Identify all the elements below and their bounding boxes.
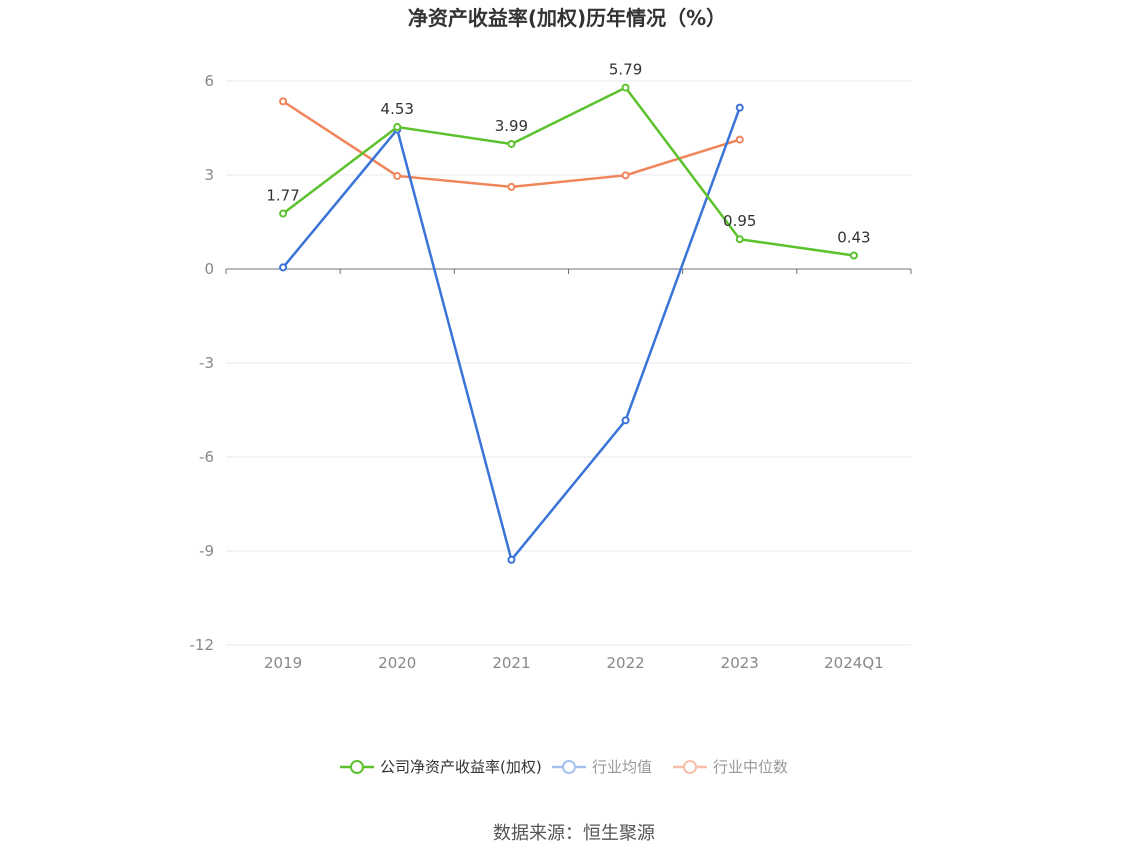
- chart-title: 净资产收益率(加权)历年情况（%）: [408, 6, 726, 30]
- x-tick-label: 2022: [606, 654, 644, 672]
- data-point[interactable]: [279, 209, 288, 218]
- data-point[interactable]: [849, 251, 858, 260]
- data-point[interactable]: [735, 135, 744, 144]
- data-point[interactable]: [393, 123, 402, 132]
- legend-label: 行业中位数: [713, 758, 788, 776]
- legend-item[interactable]: 行业均值: [552, 758, 652, 776]
- data-point[interactable]: [735, 235, 744, 244]
- x-tick-label: 2023: [721, 654, 759, 672]
- data-point[interactable]: [621, 83, 630, 92]
- y-tick-label: 0: [204, 260, 214, 278]
- y-tick-label: 3: [204, 166, 214, 184]
- grid-lines: [226, 80, 911, 646]
- legend-marker: [683, 760, 697, 774]
- x-tick-label: 2021: [492, 654, 530, 672]
- y-tick-label: -9: [199, 542, 214, 560]
- legend-label: 行业均值: [592, 758, 652, 776]
- series-line: [282, 86, 855, 257]
- data-point[interactable]: [507, 139, 516, 148]
- x-tick-label: 2019: [264, 654, 302, 672]
- data-labels: 1.77 4.53 3.99 5.79 0.95 0.43: [266, 61, 870, 247]
- axes: 6 3 0 -3 -6 -9 -12 2019 2020 2021 2022 2023 2024Q1: [190, 72, 912, 672]
- data-point[interactable]: [393, 171, 402, 180]
- data-point[interactable]: [507, 182, 516, 191]
- legend-item[interactable]: 公司净资产收益率(加权): [340, 758, 542, 776]
- data-point[interactable]: [507, 555, 516, 564]
- data-label: 5.79: [609, 61, 642, 79]
- legend[interactable]: 公司净资产收益率(加权) 行业均值 行业中位数: [340, 758, 788, 776]
- y-tick-label: 6: [204, 72, 214, 90]
- data-source-note: 数据来源：恒生聚源: [493, 823, 655, 844]
- data-label: 3.99: [495, 117, 528, 135]
- legend-item[interactable]: 行业中位数: [673, 758, 788, 776]
- data-label: 0.43: [837, 229, 870, 247]
- legend-marker: [350, 760, 364, 774]
- data-point[interactable]: [279, 263, 288, 272]
- series-lines: [279, 83, 858, 564]
- data-label: 0.95: [723, 212, 756, 230]
- x-tick-label: 2020: [378, 654, 416, 672]
- x-tick-label: 2024Q1: [824, 654, 884, 672]
- data-label: 4.53: [381, 100, 414, 118]
- legend-label: 公司净资产收益率(加权): [380, 758, 542, 776]
- data-point[interactable]: [621, 171, 630, 180]
- y-tick-label: -3: [199, 354, 214, 372]
- data-point[interactable]: [279, 97, 288, 106]
- data-point[interactable]: [735, 103, 744, 112]
- data-label: 1.77: [266, 187, 299, 205]
- data-point[interactable]: [621, 416, 630, 425]
- y-tick-label: -12: [190, 636, 215, 654]
- y-tick-label: -6: [199, 448, 214, 466]
- legend-marker: [562, 760, 576, 774]
